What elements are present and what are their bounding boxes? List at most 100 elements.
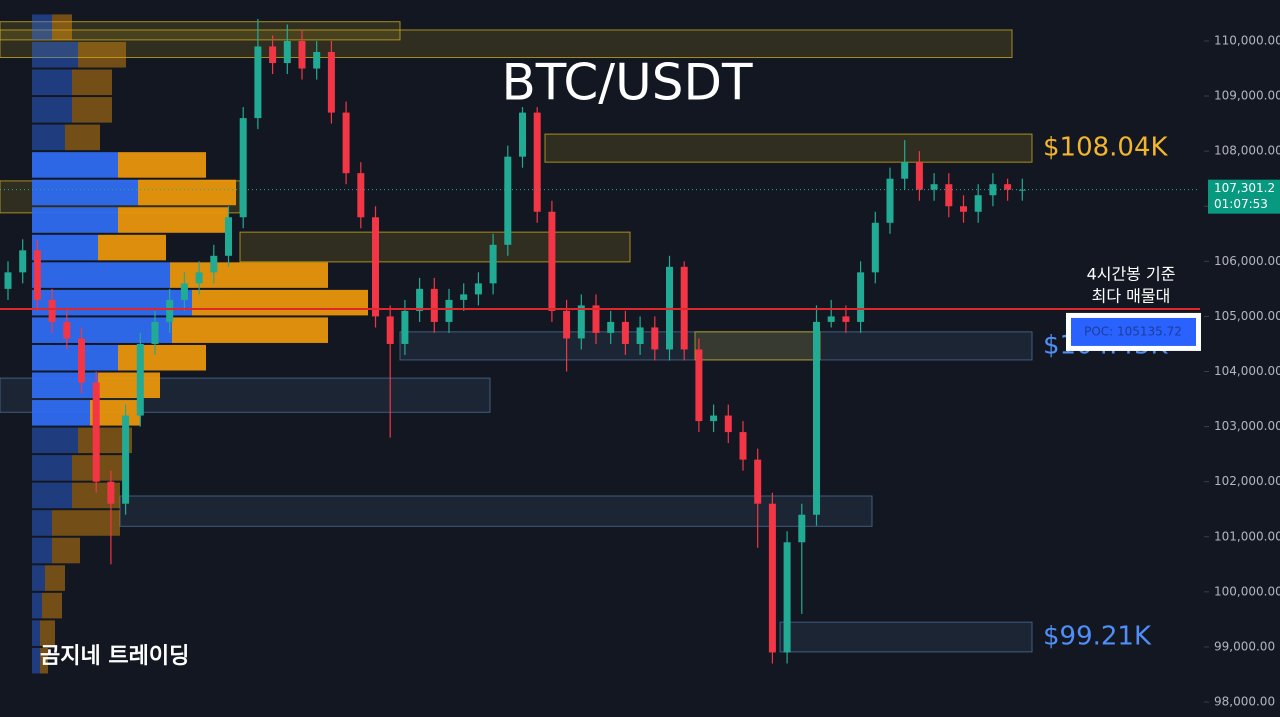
candle-body [33, 250, 41, 300]
candle-body [136, 343, 144, 416]
candle-body [519, 112, 526, 157]
profile-buy [32, 69, 72, 96]
candle-body [107, 481, 115, 504]
candle-body [254, 46, 262, 119]
candle-body [327, 52, 335, 113]
zones [0, 21, 1033, 653]
candle-body [386, 316, 394, 344]
candle-body [195, 272, 203, 284]
poc-box [1071, 317, 1196, 346]
profile-buy [32, 234, 98, 261]
profile-buy [32, 455, 72, 481]
zone [544, 133, 1033, 163]
candle-body [607, 321, 615, 333]
candle-body [166, 299, 174, 322]
y-tick-label: 108,000.00 [1214, 144, 1280, 158]
candle-body [48, 299, 56, 322]
profile-buy [32, 510, 52, 536]
candle-body [504, 156, 512, 245]
zone [119, 495, 873, 527]
candle-body [695, 349, 703, 422]
profile-buy [32, 482, 72, 509]
candle-body [225, 217, 232, 256]
countdown: 01:07:53 [1214, 197, 1268, 211]
profile-sell [72, 97, 112, 123]
poc-note: 4시간봉 기준 [1087, 265, 1176, 284]
zone [0, 29, 1013, 59]
candle-body [813, 321, 820, 515]
candle-body [798, 514, 806, 543]
candle-body [621, 321, 629, 344]
profile-sell [52, 14, 72, 40]
profile-sell [40, 620, 55, 646]
candle-body [78, 338, 85, 383]
y-tick-label: 109,000.00 [1214, 89, 1280, 103]
candle-body [239, 118, 247, 218]
profile-buy [32, 179, 138, 206]
zone [0, 21, 401, 41]
candle-body [871, 222, 879, 273]
candle-body [460, 294, 468, 300]
candle-body [533, 112, 541, 212]
profile-sell [138, 179, 236, 206]
candle-body [636, 327, 644, 344]
profile-buy [32, 372, 98, 399]
profile-sell [42, 592, 62, 619]
poc-note: 최다 매물대 [1092, 287, 1171, 306]
candle-body [372, 217, 379, 317]
last-price-box [1208, 179, 1280, 214]
profile-sell [65, 124, 100, 151]
candle-body [92, 382, 100, 482]
candle-body [1004, 184, 1012, 190]
candle-body [283, 40, 291, 64]
candle-body [63, 321, 71, 339]
profile-sell [78, 41, 126, 68]
candle-body [19, 250, 27, 273]
zone [779, 621, 1033, 653]
poc-label: POC: 105135.72 [1084, 324, 1182, 338]
profile-sell [170, 262, 328, 288]
profile-buy [32, 592, 42, 619]
profile-buy [32, 207, 118, 233]
candle-body [651, 327, 659, 350]
profile-buy [32, 620, 40, 646]
candle-body [342, 112, 350, 174]
candle-body [710, 415, 718, 422]
candle-body [754, 459, 762, 504]
candle-body [1018, 189, 1026, 191]
profile-buy [32, 262, 170, 288]
zone [239, 231, 631, 263]
y-tick-label: 110,000.00 [1214, 33, 1280, 47]
y-tick-label: 98,000.00 [1214, 695, 1275, 709]
candle-body [313, 52, 321, 69]
profile-buy [32, 152, 118, 178]
candle-body [445, 299, 453, 322]
profile-buy [32, 14, 52, 40]
last-price-label: 107,301.2 [1214, 181, 1275, 195]
y-tick-label: 103,000.00 [1214, 419, 1280, 433]
profile-sell [118, 344, 206, 371]
zone-label: $99.21K [1043, 622, 1152, 652]
candle-body [298, 40, 306, 69]
candle-body [842, 316, 850, 322]
profile-buy [32, 289, 192, 316]
zone [694, 331, 821, 361]
candle-body [577, 305, 585, 339]
profile-buy [32, 97, 72, 123]
profile-sell [118, 152, 206, 178]
profile-sell [98, 234, 166, 261]
candle-body [901, 162, 909, 179]
profile-sell [52, 537, 80, 564]
profile-sell [45, 565, 65, 591]
candle-body [960, 206, 967, 212]
y-tick-label: 101,000.00 [1214, 529, 1280, 543]
profile-buy [32, 344, 118, 371]
candle-body [739, 432, 747, 460]
profile-sell [172, 317, 328, 343]
candle-body [4, 272, 12, 289]
y-tick-label: 105,000.00 [1214, 309, 1280, 323]
profile-sell [118, 207, 228, 233]
candle-body [474, 283, 482, 295]
